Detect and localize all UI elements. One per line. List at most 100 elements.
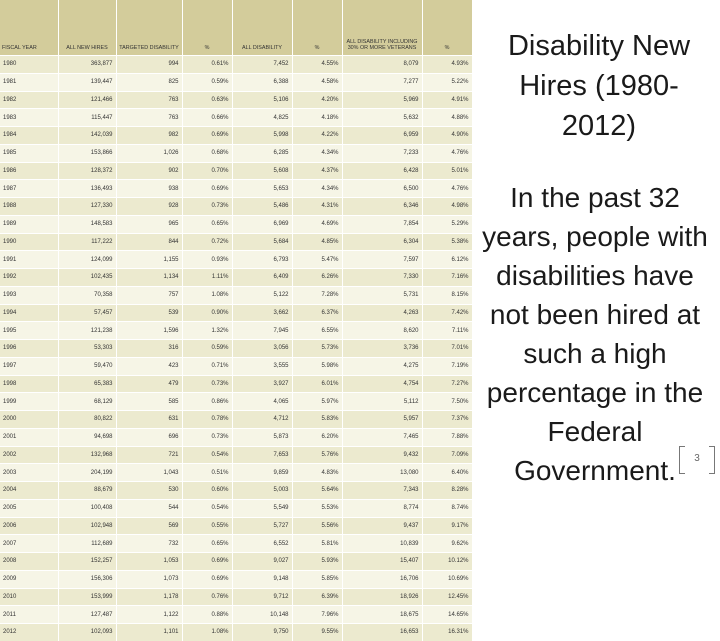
table-cell: 4.34% [292, 179, 343, 198]
table-cell: 15,407 [342, 552, 423, 571]
table-cell: 5,969 [342, 90, 423, 109]
table-cell: 4.90% [422, 126, 473, 145]
table-row: 1997 59,470 423 0.71% 3,555 5.98% 4,275 7.19% [0, 356, 473, 375]
table-cell: 0.90% [182, 303, 233, 322]
table-cell: 8.15% [422, 285, 473, 304]
table-cell: 825 [116, 72, 183, 91]
table-cell: 88,679 [58, 481, 117, 500]
table-cell: 1990 [0, 232, 59, 251]
table-cell: 544 [116, 498, 183, 517]
slide-body-text: In the past 32 years, people with disabi… [482, 182, 708, 486]
table-cell: 2001 [0, 427, 59, 446]
table-cell: 9.17% [422, 516, 473, 535]
table-cell: 479 [116, 374, 183, 393]
table-row: 1983 115,447 763 0.66% 4,825 4.18% 5,632 4.88% [0, 108, 473, 127]
table-cell: 1994 [0, 303, 59, 322]
table-cell: 13,080 [342, 463, 423, 482]
table-cell: 316 [116, 339, 183, 358]
table-row: 1995 121,238 1,596 1.32% 7,945 6.55% 8,620 7.11… [0, 321, 473, 340]
table-cell: 0.73% [182, 374, 233, 393]
table-cell: 112,689 [58, 534, 117, 553]
table-cell: 0.60% [182, 481, 233, 500]
table-cell: 1,026 [116, 143, 183, 162]
table-row: 1982 121,466 763 0.63% 5,106 4.20% 5,969 4.91% [0, 90, 473, 109]
table-cell: 1989 [0, 214, 59, 233]
table-cell: 8,774 [342, 498, 423, 517]
table-cell: 6.37% [292, 303, 343, 322]
table-cell: 7,452 [232, 55, 293, 74]
table-cell: 121,238 [58, 321, 117, 340]
table-cell: 0.88% [182, 605, 233, 624]
table-cell: 9,712 [232, 587, 293, 606]
table-row: 1994 57,457 539 0.90% 3,662 6.37% 4,263 7.42% [0, 303, 473, 322]
table-cell: 5.22% [422, 72, 473, 91]
table-cell: 4,712 [232, 410, 293, 429]
table-cell: 5,957 [342, 410, 423, 429]
disability-hires-table: FISCAL YEAR ALL NEW HIRES TARGETED DISAB… [0, 0, 473, 641]
table-cell: 156,306 [58, 569, 117, 588]
table-cell: 5,608 [232, 161, 293, 180]
table-cell: 6.39% [292, 587, 343, 606]
table-cell: 1,596 [116, 321, 183, 340]
table-cell: 1992 [0, 268, 59, 287]
table-cell: 763 [116, 108, 183, 127]
table-cell: 6,552 [232, 534, 293, 553]
table-cell: 14.65% [422, 605, 473, 624]
table-cell: 6,428 [342, 161, 423, 180]
table-cell: 0.69% [182, 569, 233, 588]
table-cell: 4.76% [422, 179, 473, 198]
table-cell: 1996 [0, 339, 59, 358]
table-cell: 7,653 [232, 445, 293, 464]
table-cell: 0.73% [182, 197, 233, 216]
table-cell: 152,257 [58, 552, 117, 571]
table-cell: 139,447 [58, 72, 117, 91]
table-cell: 148,583 [58, 214, 117, 233]
table-cell: 127,487 [58, 605, 117, 624]
table-cell: 994 [116, 55, 183, 74]
table-cell: 4.93% [422, 55, 473, 74]
table-cell: 1,134 [116, 268, 183, 287]
table-cell: 4.98% [422, 197, 473, 216]
table-cell: 16,706 [342, 569, 423, 588]
table-cell: 0.65% [182, 214, 233, 233]
table-cell: 2011 [0, 605, 59, 624]
table-cell: 18,675 [342, 605, 423, 624]
table-cell: 4.31% [292, 197, 343, 216]
table-cell: 4,263 [342, 303, 423, 322]
table-cell: 6.55% [292, 321, 343, 340]
table-cell: 1991 [0, 250, 59, 269]
table-cell: 1984 [0, 126, 59, 145]
table-cell: 0.78% [182, 410, 233, 429]
table-row: 1980 363,877 994 0.61% 7,452 4.55% 8,079 4.93% [0, 55, 473, 74]
table-cell: 4.76% [422, 143, 473, 162]
page-number-left-bracket [679, 446, 685, 474]
table-cell: 7.27% [422, 374, 473, 393]
table-row: 2003 204,199 1,043 0.51% 9,859 4.83% 13,080 6.4… [0, 463, 473, 482]
table-cell: 10.69% [422, 569, 473, 588]
table-cell: 2002 [0, 445, 59, 464]
table-cell: 5.73% [292, 339, 343, 358]
table-cell: 5.83% [292, 410, 343, 429]
table-cell: 12.45% [422, 587, 473, 606]
header-targeted-disability: TARGETED DISABILITY [116, 0, 183, 56]
header-veterans-percent: % [422, 0, 473, 56]
table-cell: 4.20% [292, 90, 343, 109]
table-cell: 0.61% [182, 55, 233, 74]
table-cell: 1997 [0, 356, 59, 375]
table-cell: 7.19% [422, 356, 473, 375]
table-cell: 4,825 [232, 108, 293, 127]
table-cell: 1993 [0, 285, 59, 304]
table-cell: 7,277 [342, 72, 423, 91]
table-cell: 0.73% [182, 427, 233, 446]
header-all-disability-incl-veterans: ALL DISABILITY INCLUDING 30% OR MORE VET… [342, 0, 423, 56]
table-cell: 696 [116, 427, 183, 446]
header-all-disability-percent: % [292, 0, 343, 56]
table-cell: 5.47% [292, 250, 343, 269]
header-all-new-hires: ALL NEW HIRES [58, 0, 117, 56]
table-cell: 70,358 [58, 285, 117, 304]
table-cell: 1999 [0, 392, 59, 411]
table-row: 1996 53,303 316 0.59% 3,056 5.73% 3,736 7.01% [0, 339, 473, 358]
table-cell: 0.65% [182, 534, 233, 553]
table-row: 1993 70,358 757 1.08% 5,122 7.28% 5,731 8.15% [0, 285, 473, 304]
header-targeted-percent: % [182, 0, 233, 56]
